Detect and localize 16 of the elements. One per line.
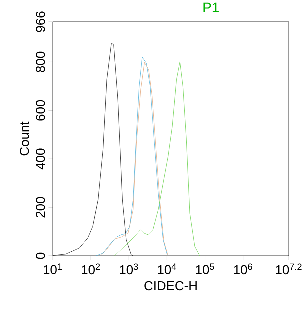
x-tick-label: 10$^{7.2}$ [276,264,302,275]
x-tick-label: 10$^{5}$ [196,264,214,274]
x-tick-label: 10$^{1}$ [44,264,62,274]
y-tick-label: 966 [36,12,46,32]
x-axis-title: CIDEC-H [144,281,197,291]
y-tick-label: 800 [36,52,46,72]
x-tick-label: 10$^{2}$ [82,264,100,275]
x-tick-label: 10$^{4}$ [158,264,176,274]
y-tick-label: 600 [36,100,46,121]
y-axis-title: Count [20,122,30,156]
y-tick-label: 0 [36,252,46,260]
y-tick-label: 200 [36,197,46,218]
x-tick-label: 10$^{6}$ [234,264,252,275]
x-tick-label: 10$^{3}$ [120,264,138,275]
y-tick-label: 400 [36,148,46,170]
chart-title: P1 [204,2,219,12]
